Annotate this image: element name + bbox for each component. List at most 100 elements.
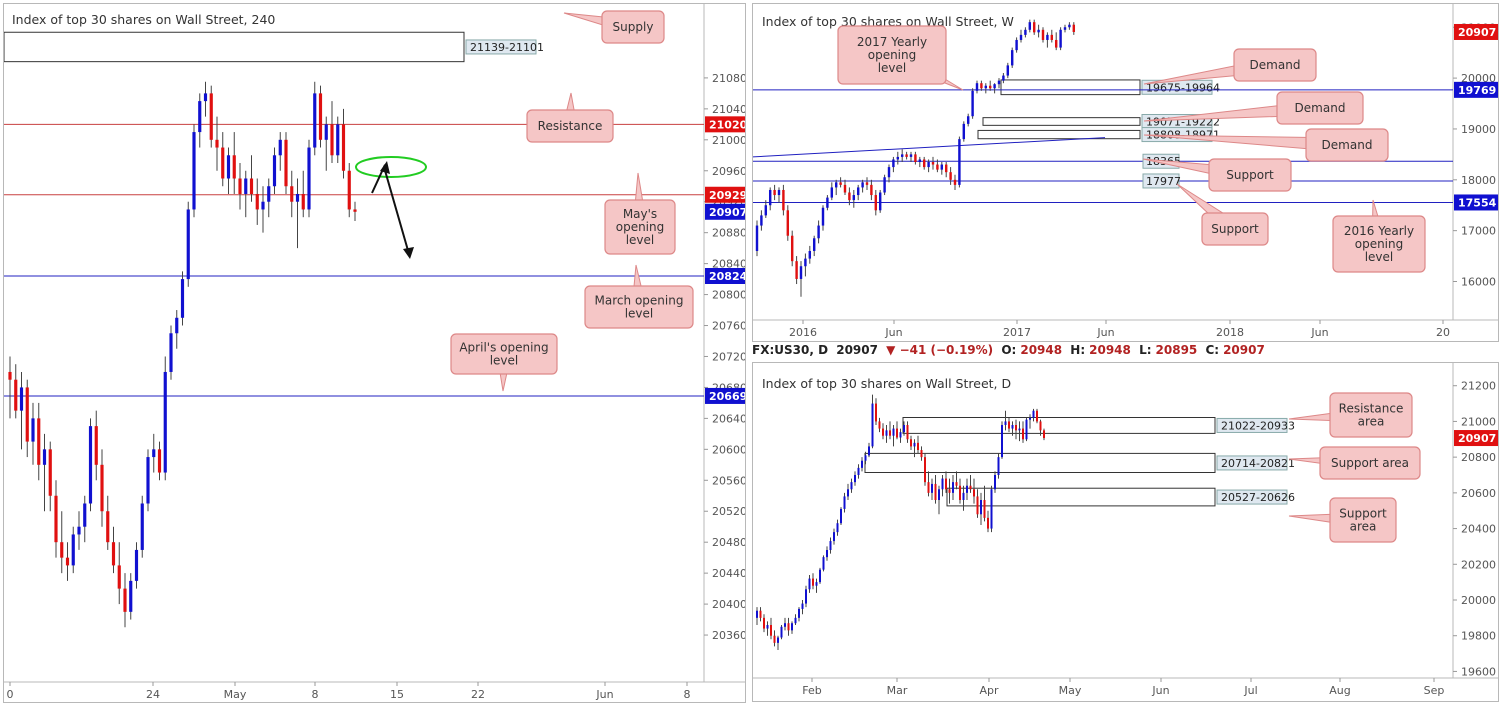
candle-body [94,426,98,465]
daily-chart[interactable]: 21200 21000 20800 20600 20400 20200 20000 19800… [753,363,1498,701]
candle-body [980,83,983,89]
candle-body [990,489,993,529]
y-tick-label: 21000 [1461,415,1496,428]
candle-body [186,209,190,280]
y-tick-label: 20800 [712,289,745,302]
candle-body [833,532,835,542]
price-tag-bg [705,268,745,284]
last-price: 20907 [836,343,878,357]
candle-body [975,83,979,91]
candle-body [983,500,986,518]
candle-body [1029,417,1031,420]
y-tick-label: 20840 [712,258,745,271]
candle-body [83,503,87,527]
candle-body [938,489,940,500]
weekly-chart-panel[interactable]: 2100020000190001800017000160002016Jun201… [752,3,1499,342]
y-tick-label: 20720 [712,350,745,363]
candle-body [232,155,236,179]
y-tick-label: 20760 [712,320,745,333]
y-tick-label: 20480 [712,536,745,549]
candle-body [1046,34,1049,40]
zone-label: 20714-20821 [1221,457,1295,470]
x-tick-label: Aug [1329,684,1350,697]
candle-body [1032,22,1036,33]
candle-body [336,124,340,156]
candle-body [958,139,961,185]
candle-body [856,187,860,196]
zone-label: 20527-20626 [1221,491,1295,504]
candle-body [852,195,856,201]
callout-0-tail-join [631,20,635,34]
callout-4-tail-join [1249,168,1251,182]
zone-box [946,487,1216,507]
candle-body [875,403,877,422]
candle-body [766,625,769,629]
weekly-chart[interactable]: 2100020000190001800017000160002016Jun201… [753,4,1498,341]
candle-body [1001,425,1003,458]
candle-body [850,482,853,490]
candle-body [887,167,891,178]
candle-body [180,279,185,318]
candle-body [836,523,839,533]
x-tick-label: 0 [7,688,14,701]
price-tag-bg [705,203,745,220]
candle-body [330,124,334,156]
candle-body [905,154,908,157]
candle-body [37,418,41,465]
callout-0-text: 2017 Yearly opening level [857,35,927,75]
callout-0-text: Resistance area [1339,402,1404,429]
candle-body [839,182,842,185]
candle-body [31,418,35,442]
candle-body [777,189,781,196]
candle-body [1002,75,1005,81]
candle-body [791,623,793,631]
candle-body [784,623,786,627]
low-value: 20895 [1155,343,1198,357]
candle-body [883,177,886,193]
candle-body [940,164,944,170]
candle-body [19,387,24,411]
callout-1-tail-join [1369,456,1371,470]
callout-3-text: March opening level [595,294,684,321]
candle-body [997,80,1001,85]
candle-body [209,93,213,140]
zone-label-bg [465,39,537,55]
candle-body [787,623,790,631]
x-tick-label: 8 [684,688,691,701]
zone-label: 21139-21101 [470,41,544,54]
price-tag-bg [1454,430,1498,447]
candle-body [945,478,947,490]
candle-body [215,139,219,148]
callout-2-tail-join [1362,513,1364,527]
candle-body [817,225,820,239]
candle-body [88,426,93,504]
candle-body [221,147,225,179]
x-tick-label: 24 [146,688,160,701]
candle-body [773,635,776,643]
candle-body [175,317,179,334]
candle-body [808,578,811,590]
daily-chart-panel[interactable]: 21200 21000 20800 20600 20400 20200 20000 19800… [752,362,1499,702]
candle-body [948,489,951,493]
candle-body [900,154,904,157]
candle-body [1039,421,1042,431]
h4-chart[interactable]: 2108021040210002096020920208802084020800… [4,4,745,702]
y-tick-label: 19800 [1461,630,1496,643]
candle-body [878,192,882,211]
callout-3-text: Demand [1322,138,1373,152]
callout-0-text: Supply [613,20,654,34]
candle-body [307,147,311,210]
h4-chart-panel[interactable]: 2108021040210002096020920208802084020800… [3,3,746,703]
candle-body [1032,410,1035,418]
candle-body [129,580,133,612]
zone-label-bg [1216,455,1288,471]
target-ellipse [355,156,427,178]
candle-body [885,430,888,436]
level-label: 17977 [1146,175,1181,188]
chart-title: Index of top 30 shares on Wall Street, D [762,376,1011,391]
x-tick-label: Jul [1243,684,1257,697]
candle-body [1022,428,1024,440]
x-tick-label: Jun [595,688,613,701]
candle-body [140,503,144,550]
candle-body [927,162,930,168]
